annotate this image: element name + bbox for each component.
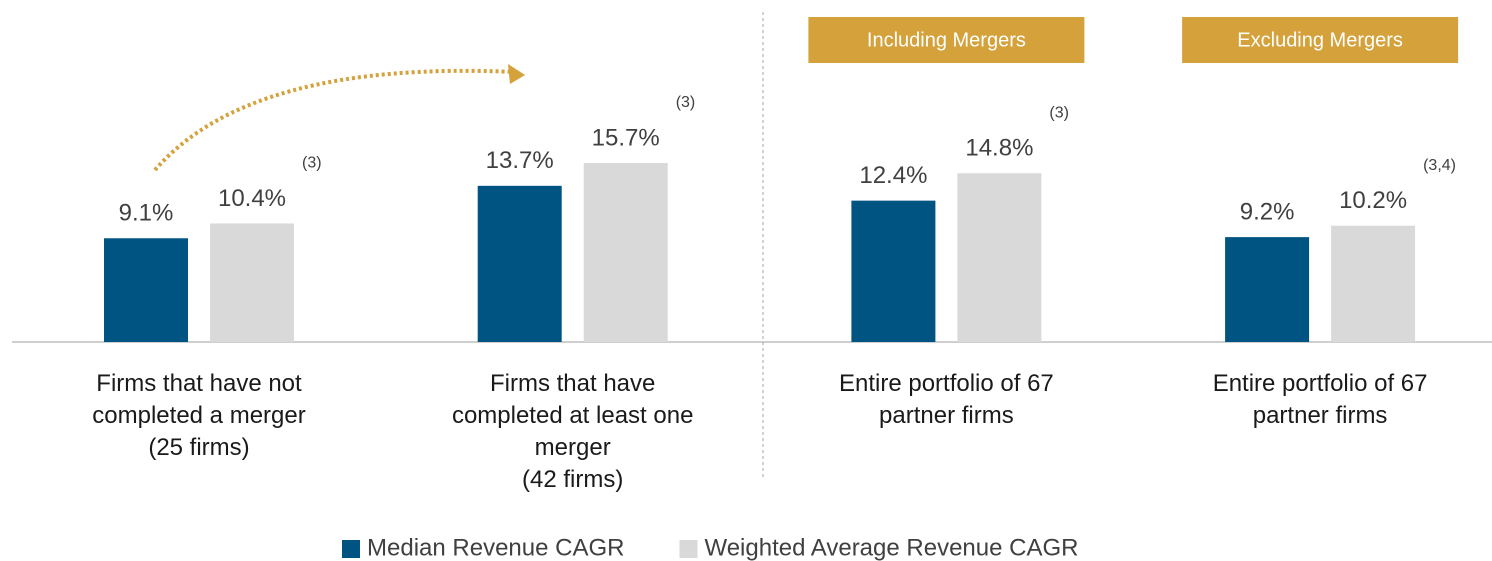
value-label: 10.2% [1339, 187, 1407, 214]
value-label: 9.1% [119, 200, 174, 227]
x-tick-label: Entire portfolio of 67 partner firms [1212, 370, 1428, 429]
legend-swatch [342, 540, 360, 558]
group-header: Excluding Mergers [1237, 29, 1403, 51]
bar [957, 173, 1042, 342]
x-tick-label: Firms that have completed at least one m… [451, 370, 694, 493]
footnote: (3) [1049, 104, 1069, 121]
value-label: 12.4% [859, 162, 927, 189]
value-label: 15.7% [592, 124, 660, 151]
legend-swatch [679, 540, 698, 558]
bar [477, 185, 562, 342]
arrow-head [508, 64, 525, 84]
arrow [153, 68, 516, 172]
footnote: (3,4) [1423, 157, 1456, 174]
group-header-box [1182, 17, 1459, 63]
legend-label: Weighted Average Revenue CAGR [704, 534, 1078, 561]
value-label: 10.4% [218, 185, 286, 212]
legend-label: Median Revenue CAGR [367, 534, 624, 561]
value-label: 14.8% [965, 135, 1033, 162]
value-label: 9.2% [1240, 198, 1295, 225]
bar [104, 238, 188, 342]
footnote: (3) [676, 94, 696, 111]
bar [1331, 225, 1416, 342]
bar [210, 223, 294, 342]
value-label: 13.7% [486, 147, 554, 174]
bar [1225, 237, 1310, 342]
group-header: Including Mergers [867, 29, 1026, 51]
footnote: (3) [302, 155, 322, 172]
x-tick-label: Entire portfolio of 67 partner firms [838, 370, 1054, 429]
group-header-box [808, 17, 1085, 63]
bar [851, 200, 936, 342]
bar [583, 163, 668, 342]
x-tick-label: Firms that have not completed a merger (… [92, 370, 306, 461]
